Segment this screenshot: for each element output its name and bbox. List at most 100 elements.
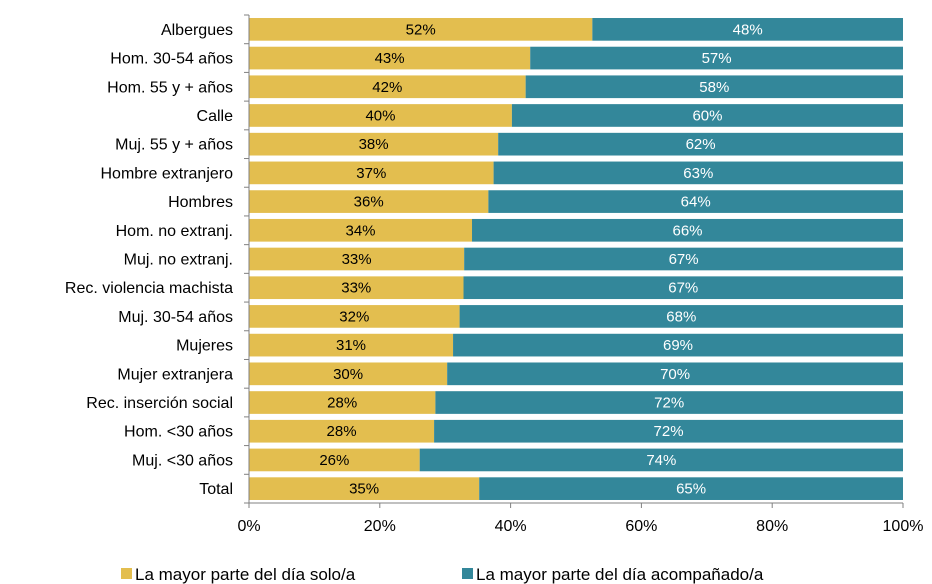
- data-label: 33%: [341, 280, 371, 297]
- data-label: 31%: [336, 337, 366, 354]
- data-label: 36%: [354, 194, 384, 211]
- bar-segment-acompanado: [447, 362, 903, 386]
- bar-segment-solo: [249, 276, 464, 300]
- category-label: Mujer extranjera: [117, 366, 233, 383]
- data-label: 64%: [681, 194, 711, 211]
- data-label: 72%: [654, 423, 684, 440]
- bar-segment-solo: [249, 448, 420, 472]
- x-tick-label: 80%: [756, 518, 788, 535]
- bar-segment-acompanado: [488, 190, 903, 213]
- data-label: 70%: [660, 366, 690, 383]
- category-label: Hom. <30 años: [124, 424, 233, 441]
- category-label: Calle: [197, 108, 234, 125]
- legend-swatch: [121, 568, 132, 579]
- category-label: Hombres: [168, 194, 233, 211]
- bar-segment-acompanado: [479, 477, 903, 500]
- bar-segment-solo: [249, 333, 454, 357]
- category-label: Total: [199, 481, 233, 498]
- bar-segment-solo: [249, 247, 465, 271]
- bar-segment-acompanado: [511, 104, 903, 127]
- bar-segment-acompanado: [464, 247, 903, 271]
- category-label: Hom. no extranj.: [116, 223, 233, 240]
- data-label: 28%: [327, 395, 357, 412]
- category-label: Hom. 55 y + años: [107, 79, 233, 96]
- data-label: 63%: [683, 165, 713, 182]
- data-label: 72%: [654, 395, 684, 412]
- bar-segment-solo: [249, 477, 480, 500]
- category-label: Muj. <30 años: [132, 452, 233, 469]
- data-label: 37%: [356, 165, 386, 182]
- data-label: 43%: [375, 50, 405, 67]
- legend: La mayor parte del día solo/a La mayor pa…: [121, 565, 764, 584]
- bar-segment-acompanado: [463, 276, 903, 300]
- bar-segment-acompanado: [419, 448, 903, 472]
- data-label: 32%: [339, 308, 369, 325]
- category-label: Muj. 30-54 años: [118, 309, 233, 326]
- data-label: 68%: [666, 308, 696, 325]
- bar-segment-acompanado: [435, 391, 903, 414]
- bar-segment-solo: [249, 46, 531, 70]
- category-label: Rec. inserción social: [86, 395, 233, 412]
- bar-segment-acompanado: [453, 333, 903, 357]
- bar-segment-solo: [249, 104, 512, 127]
- legend-label: La mayor parte del día acompañado/a: [476, 565, 764, 584]
- data-label: 30%: [333, 366, 363, 383]
- bar-segment-acompanado: [498, 132, 903, 156]
- bar-segment-acompanado: [434, 419, 903, 443]
- x-tick-label: 0%: [237, 518, 260, 535]
- data-label: 33%: [342, 251, 372, 268]
- bar-segment-solo: [249, 218, 473, 242]
- bar-segment-solo: [249, 391, 436, 414]
- data-label: 69%: [663, 337, 693, 354]
- bar-segment-acompanado: [592, 18, 903, 41]
- bars-group: 52% 48% 43% 57% 42% 58% 40% 60% 38% 62% 37% 63% 36% 6…: [249, 18, 903, 500]
- category-label: Rec. violencia machista: [65, 280, 233, 297]
- x-tick-label: 20%: [364, 518, 396, 535]
- bar-segment-solo: [249, 75, 526, 99]
- data-label: 28%: [327, 423, 357, 440]
- legend-swatch: [462, 568, 473, 579]
- data-label: 26%: [319, 452, 349, 469]
- bar-segment-acompanado: [472, 218, 903, 242]
- category-label: Hom. 30-54 años: [110, 51, 233, 68]
- legend-label: La mayor parte del día solo/a: [135, 565, 356, 584]
- bar-segment-solo: [249, 132, 499, 156]
- data-label: 65%: [676, 481, 706, 498]
- x-tick-label: 40%: [495, 518, 527, 535]
- bar-segment-solo: [249, 161, 494, 185]
- axes-group: 0% 20% 40% 60% 80% 100%: [237, 14, 924, 535]
- data-label: 67%: [669, 251, 699, 268]
- category-label: Mujeres: [176, 338, 233, 355]
- data-label: 48%: [733, 21, 763, 38]
- data-label: 34%: [345, 222, 375, 239]
- data-label: 60%: [692, 107, 722, 124]
- x-tick-label: 100%: [883, 518, 924, 535]
- data-label: 62%: [686, 136, 716, 153]
- bar-segment-acompanado: [530, 46, 903, 70]
- data-label: 35%: [349, 481, 379, 498]
- data-label: 42%: [372, 79, 402, 96]
- data-label: 67%: [668, 280, 698, 297]
- bar-segment-acompanado: [493, 161, 903, 185]
- data-label: 57%: [702, 50, 732, 67]
- category-labels: Albergues Hom. 30-54 años Hom. 55 y + años…: [65, 22, 233, 498]
- data-label: 38%: [359, 136, 389, 153]
- x-tick-label: 60%: [625, 518, 657, 535]
- bar-segment-solo: [249, 18, 593, 41]
- data-label: 40%: [365, 107, 395, 124]
- data-label: 52%: [406, 21, 436, 38]
- bar-segment-acompanado: [459, 305, 903, 328]
- data-label: 66%: [672, 222, 702, 239]
- category-label: Muj. no extranj.: [124, 252, 233, 269]
- category-label: Hombre extranjero: [101, 165, 234, 182]
- bar-segment-solo: [249, 419, 435, 443]
- data-label: 74%: [646, 452, 676, 469]
- bar-segment-solo: [249, 362, 448, 386]
- category-label: Muj. 55 y + años: [115, 137, 233, 154]
- data-label: 58%: [699, 79, 729, 96]
- bar-segment-solo: [249, 190, 489, 213]
- category-label: Albergues: [161, 22, 233, 39]
- bar-segment-acompanado: [525, 75, 903, 99]
- bar-segment-solo: [249, 305, 460, 328]
